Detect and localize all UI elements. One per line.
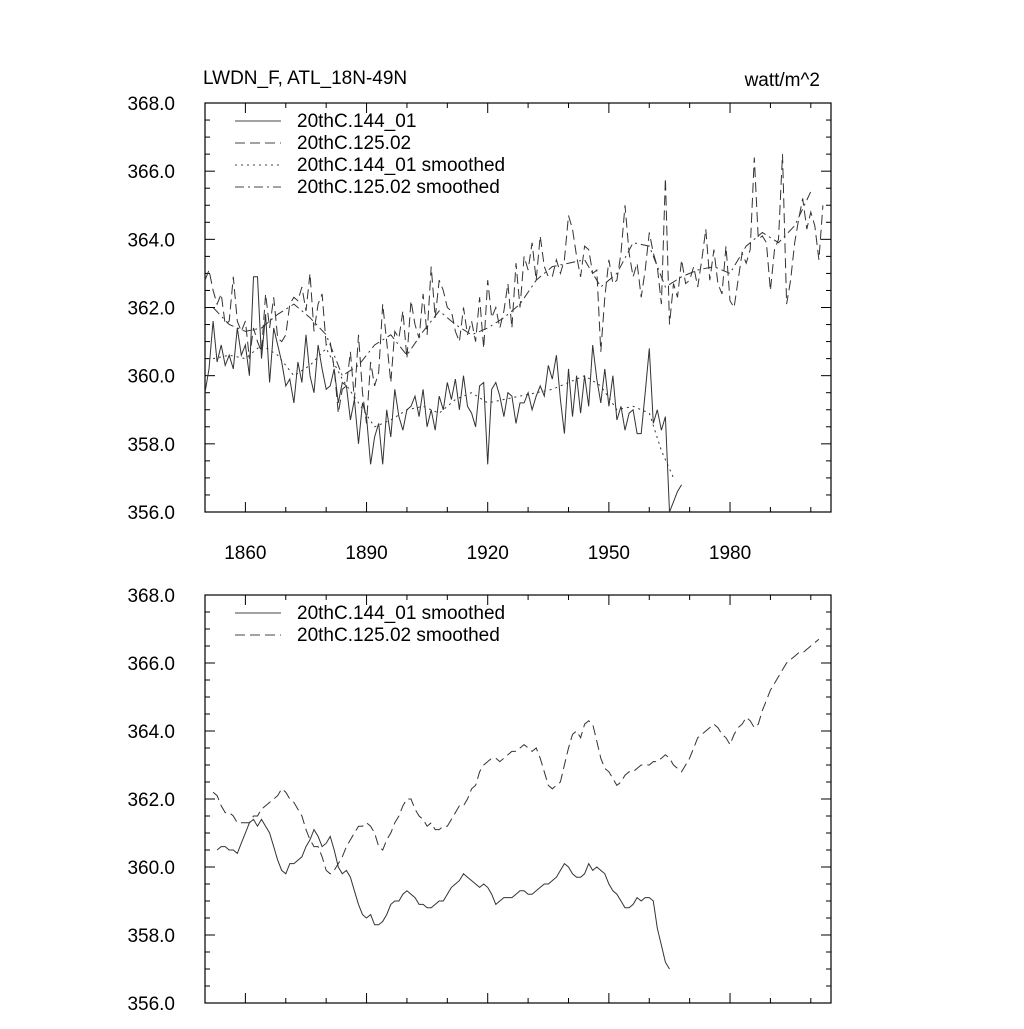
y-tick-label: 364.0 — [127, 230, 175, 251]
y-tick-label: 358.0 — [127, 435, 175, 456]
plot-frame — [204, 594, 832, 1004]
y-tick-label: 364.0 — [127, 722, 175, 743]
legend-label: 20thC.144_01 smoothed — [297, 155, 505, 176]
y-tick-label: 360.0 — [127, 858, 175, 879]
units-label: watt/m^2 — [744, 70, 820, 91]
series-line-0 — [205, 276, 683, 512]
legend-label: 20thC.144_01 — [297, 111, 416, 132]
y-tick-label: 360.0 — [127, 367, 175, 388]
x-tick-label: 1890 — [345, 543, 387, 564]
series-line-1 — [205, 154, 824, 424]
y-tick-label: 356.0 — [127, 994, 175, 1015]
bottom-panel: 356.0 358.0 360.0 362.0 364.0 366.0 368.0 20thC… — [127, 586, 832, 1015]
legend-label: 20thC.125.02 smoothed — [297, 177, 500, 198]
x-tick-label: 1920 — [467, 543, 509, 564]
series-line-3 — [212, 191, 812, 377]
legend-label: 20thC.125.02 — [297, 133, 411, 154]
y-tick-label: 358.0 — [127, 926, 175, 947]
y-tick-label: 366.0 — [127, 654, 175, 675]
x-tick-label: 1950 — [588, 543, 630, 564]
chart-title: LWDN_F, ATL_18N-49N — [203, 68, 407, 89]
y-tick-label: 366.0 — [127, 162, 175, 183]
legend-label: 20thC.125.02 smoothed — [297, 625, 500, 646]
y-tick-label: 356.0 — [127, 503, 175, 524]
y-tick-label: 368.0 — [127, 586, 175, 607]
y-tick-label: 368.0 — [127, 94, 175, 115]
x-tick-label: 1980 — [709, 543, 751, 564]
top-panel: 356.0 358.0 360.0 362.0 364.0 366.0 368.0 1860 1… — [127, 94, 832, 564]
legend-label: 20thC.144_01 smoothed — [297, 603, 505, 624]
y-tick-label: 362.0 — [127, 790, 175, 811]
series-line-1 — [212, 638, 820, 875]
y-tick-label: 362.0 — [127, 299, 175, 320]
series-line-2 — [212, 344, 674, 479]
x-tick-label: 1860 — [224, 543, 266, 564]
series-line-0 — [216, 818, 670, 970]
